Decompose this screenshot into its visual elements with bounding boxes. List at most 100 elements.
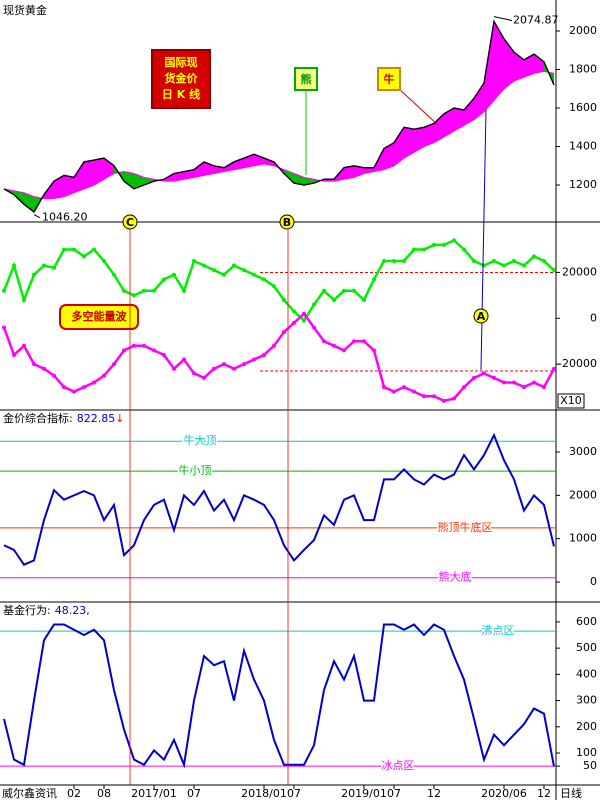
x-tick-label: 07 xyxy=(387,787,401,800)
series-dot xyxy=(322,288,326,293)
series-dot xyxy=(392,389,396,394)
name-text: 货金价 xyxy=(164,71,199,85)
indicator-arrow: ↓ xyxy=(115,412,124,425)
level-label: 沸点区 xyxy=(482,624,515,637)
event-marker-label: C xyxy=(126,216,134,229)
series-dot xyxy=(62,247,66,252)
scale-label: X10 xyxy=(560,394,582,407)
series-dot xyxy=(32,272,36,277)
series-dot xyxy=(502,263,506,268)
series-dot xyxy=(542,258,546,263)
y-tick-label: 2000 xyxy=(569,24,597,37)
y-tick-label: -20000 xyxy=(558,357,597,370)
series-dot xyxy=(532,380,536,385)
bear-box xyxy=(294,67,318,91)
ma-gap-fill xyxy=(514,52,524,82)
ma-gap-fill xyxy=(484,21,494,112)
x-tick-label: 2019/01 xyxy=(341,787,387,800)
ma-gap-fill xyxy=(534,54,544,74)
price-line xyxy=(3,19,555,214)
ma-gap-fill xyxy=(104,158,114,180)
ma-gap-fill xyxy=(134,173,144,189)
series-dot xyxy=(22,343,26,348)
series-dot xyxy=(212,268,216,273)
high-label: 2074.87 xyxy=(513,14,559,27)
series-dot xyxy=(422,247,426,252)
series-dot xyxy=(372,277,376,282)
series-dot xyxy=(112,362,116,367)
x-tick-label: 12 xyxy=(427,787,441,800)
series-dot xyxy=(302,311,306,316)
x-tick-label: 07 xyxy=(287,787,301,800)
y-tick-label: 2000 xyxy=(569,488,597,501)
series-dot xyxy=(82,385,86,390)
series-dot xyxy=(322,339,326,344)
series-dot xyxy=(412,389,416,394)
series-dot xyxy=(72,389,76,394)
y-tick-label: 3000 xyxy=(569,445,597,458)
series-dot xyxy=(342,348,346,353)
series-dot xyxy=(352,288,356,293)
series-dot xyxy=(522,385,526,390)
series-dot xyxy=(332,343,336,348)
series-dot xyxy=(52,373,56,378)
y-tick-label: 0 xyxy=(590,311,597,324)
series-line xyxy=(2,238,555,323)
y-tick-label: 1200 xyxy=(569,178,597,191)
ma-gap-fill xyxy=(384,142,394,170)
series-dot xyxy=(252,272,256,277)
series-dot xyxy=(242,362,246,367)
series-dot xyxy=(432,394,436,399)
series-dot xyxy=(252,357,256,362)
indicator-value: 48.23, xyxy=(55,604,90,617)
series-dot xyxy=(262,352,266,357)
ma-gap-fill xyxy=(174,171,184,182)
low-marker xyxy=(33,214,41,219)
y-tick-label: 400 xyxy=(576,667,597,680)
bull-text: 牛 xyxy=(384,72,395,86)
series-dot xyxy=(142,343,146,348)
panel-title: 金价综合指标: 822.85↓ xyxy=(3,411,124,425)
series-dot xyxy=(492,375,496,380)
series-dot xyxy=(202,375,206,380)
series-dot xyxy=(82,254,86,259)
series-dot xyxy=(312,325,316,330)
x-tick-label: 07 xyxy=(187,787,201,800)
series-dot xyxy=(422,394,426,399)
series-dot xyxy=(362,339,366,344)
series-dot xyxy=(282,297,286,302)
ma-gap-fill xyxy=(84,160,94,189)
period-label: 日线 xyxy=(560,786,582,800)
bull-box xyxy=(377,67,401,91)
ma-gap-fill xyxy=(54,175,64,199)
low-label: 1046.20 xyxy=(42,211,88,224)
indicator-value: 822.85 xyxy=(77,412,116,425)
series-dot xyxy=(282,330,286,335)
series-dot xyxy=(352,339,356,344)
series-dot xyxy=(302,318,306,323)
series-dot xyxy=(382,385,386,390)
series-dot xyxy=(42,263,46,268)
series-dot xyxy=(202,263,206,268)
series-dot xyxy=(462,247,466,252)
series-dot xyxy=(482,371,486,376)
y-tick-label: 50 xyxy=(583,759,597,772)
x-tick-label: 2017/01 xyxy=(131,787,177,800)
series-dot xyxy=(492,258,496,263)
scale-box xyxy=(557,393,585,409)
series-dot xyxy=(392,258,396,263)
a-pointer xyxy=(480,109,487,371)
series-dot xyxy=(162,277,166,282)
series-dot xyxy=(412,247,416,252)
level-label: 牛小顶 xyxy=(179,463,212,477)
series-dot xyxy=(502,380,506,385)
series-dot xyxy=(532,254,536,259)
series-dot xyxy=(272,284,276,289)
panel-label: 多空能量波 xyxy=(72,309,128,323)
ma-gap-fill xyxy=(464,98,474,126)
y-tick-label: 1000 xyxy=(569,532,597,545)
high-marker xyxy=(493,16,513,22)
series-dot xyxy=(52,265,56,270)
series-dot xyxy=(182,288,186,293)
